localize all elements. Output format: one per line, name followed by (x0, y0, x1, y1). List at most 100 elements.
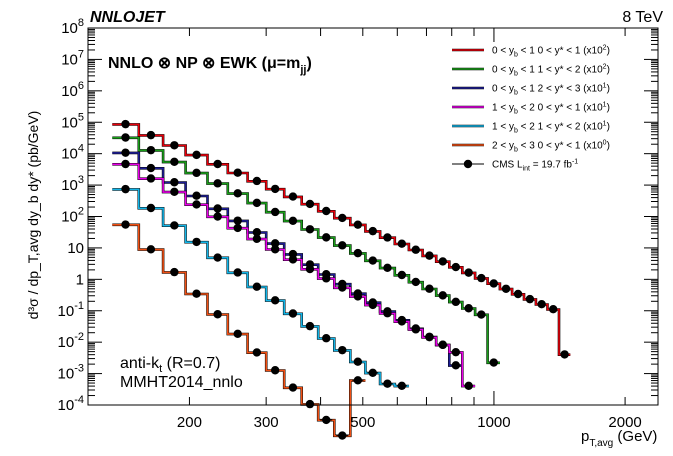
series-0-point (464, 268, 473, 277)
series-4-point (353, 357, 363, 366)
series-1-point (383, 263, 392, 273)
series-4-point (213, 253, 222, 262)
theory-annotation: NNLO ⊗ NP ⊗ EWK (μ=mjj) (108, 55, 312, 76)
series-3-point (368, 300, 377, 310)
legend-label: 0 < yb < 1 1 < y* < 2 (x102) (492, 64, 610, 78)
series-0-point (121, 119, 130, 129)
series-1-point (353, 248, 363, 258)
series-3-point (146, 174, 156, 183)
x-axis-label: pT,avg (GeV) (581, 428, 657, 449)
series-2-point (233, 216, 242, 225)
series-5-point (170, 267, 179, 277)
series-0-point (146, 130, 156, 140)
series-0-point (537, 300, 546, 309)
series-5-point (270, 366, 280, 375)
series-3-point (464, 381, 473, 391)
series-1-point (464, 304, 473, 313)
pdf-annotation: MMHT2014_nnlo (120, 374, 243, 391)
series-2-point (270, 239, 280, 248)
series-1-point (477, 310, 486, 319)
series-2-point (121, 148, 130, 157)
series-1-point (425, 284, 434, 293)
series-1-point (489, 358, 498, 367)
y-tick-label: 104 (61, 143, 84, 163)
series-3-point (353, 292, 363, 301)
series-0-point (411, 245, 420, 254)
x-tick-label: 200 (177, 414, 202, 431)
series-3-point (425, 332, 434, 342)
y-axis-label: d³σ / dp_T,avg dy_b dy* (pb/GeV) (25, 111, 41, 320)
legend-label: 1 < yb < 2 1 < y* < 2 (x101) (492, 121, 610, 135)
series-5-point (146, 245, 156, 254)
series-4-point (252, 282, 262, 291)
series-1-point (438, 291, 447, 300)
series-1-point (322, 233, 331, 242)
x-tick-label: 1000 (477, 414, 510, 431)
series-1-point (368, 256, 377, 265)
series-2-point (451, 361, 461, 370)
series-3-point (288, 255, 298, 264)
series-3-point (338, 283, 347, 292)
data-points (121, 119, 569, 440)
series-3-point (397, 317, 407, 326)
series-3-point (192, 200, 201, 209)
x-tick-label: 500 (350, 414, 375, 431)
jet-algo-annotation: anti-kt (R=0.7) (120, 355, 220, 375)
series-0-point (501, 284, 511, 293)
series-1-point (397, 270, 407, 280)
series-2-point (252, 228, 262, 237)
series-5-point (233, 329, 242, 338)
y-tick-label: 10 (67, 240, 84, 257)
legend-label: 0 < yb < 1 2 < y* < 3 (x101) (492, 83, 610, 97)
series-0-point (560, 350, 569, 359)
series-0-point (525, 294, 535, 304)
y-tick-label: 1 (76, 271, 84, 288)
legend-label: 1 < yb < 2 0 < y* < 1 (x101) (492, 102, 610, 116)
series-1-point (233, 189, 242, 198)
series-0-point (397, 239, 407, 248)
series-3-point (213, 212, 222, 221)
series-0-point (383, 233, 392, 242)
series-0-point (425, 251, 434, 260)
legend: 0 < yb < 1 0 < y* < 1 (x102) 0 < yb < 1 1… (452, 45, 610, 173)
series-2-point (170, 178, 179, 187)
series-4-curve (112, 188, 409, 387)
y-axis-label-text: d³σ / dp_T,avg dy_b dy* (pb/GeV) (25, 111, 41, 320)
legend-label: 2 < yb < 3 0 < y* < 1 (x100) (492, 140, 610, 154)
series-4-point (121, 184, 130, 194)
series-4-point (397, 381, 407, 391)
left-title: NNLOJET (90, 9, 166, 26)
series-1-point (213, 179, 222, 188)
series-3-point (233, 223, 242, 233)
series-1-point (288, 216, 298, 226)
series-4-point (270, 296, 280, 305)
y-tick-label: 103 (61, 174, 84, 194)
series-1-point (121, 133, 130, 142)
y-tick-label: 102 (61, 206, 84, 226)
right-title: 8 TeV (622, 9, 663, 26)
series-5-point (252, 348, 262, 357)
series-5-point (288, 383, 298, 392)
series-4-point (146, 203, 156, 213)
series-3-point (438, 340, 447, 349)
series-0-point (513, 289, 523, 299)
y-tick-label: 10-2 (58, 331, 84, 351)
series-3-point (322, 274, 331, 283)
series-1-outline (112, 136, 500, 365)
series-5-point (338, 431, 347, 440)
series-4-point (383, 379, 392, 388)
series-4-point (170, 221, 179, 230)
x-tick-label: 2000 (608, 414, 641, 431)
series-4-point (368, 368, 377, 378)
series-0-point (252, 176, 262, 186)
series-5-point (305, 399, 315, 409)
series-0-point (549, 304, 558, 314)
y-tick-label: 107 (61, 48, 84, 68)
series-0-point (213, 159, 222, 169)
series-3-point (383, 309, 392, 318)
y-tick-label: 10-3 (58, 363, 84, 383)
series-0-point (233, 168, 242, 177)
axis-ticks (88, 27, 658, 406)
series-0-point (489, 279, 498, 288)
